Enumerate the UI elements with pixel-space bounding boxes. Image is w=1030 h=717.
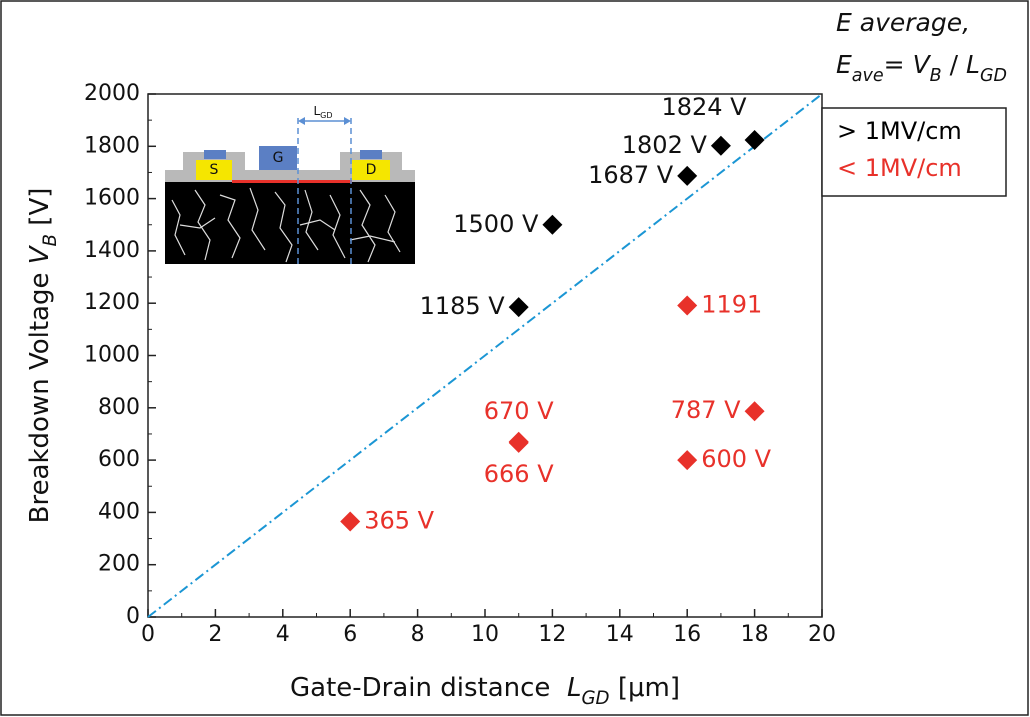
variable: E [836, 50, 852, 79]
point [508, 432, 529, 453]
data-label: 666 V [484, 460, 554, 488]
y-tick-label: 600 [98, 447, 140, 472]
data-label: 1824 V [661, 93, 747, 121]
data-label: 1687 V [588, 161, 674, 189]
reference-line [147, 93, 823, 618]
x-tick-label: 10 [471, 622, 499, 647]
data-label: 365 V [364, 507, 434, 535]
x-tick-label: 18 [741, 622, 769, 647]
data-label: 1802 V [622, 131, 708, 159]
point [710, 135, 731, 156]
data-label: 670 V [484, 397, 554, 425]
inset-label: D [366, 162, 377, 178]
data-label: 1500 V [453, 210, 539, 238]
point [508, 297, 529, 318]
subscript: GD [980, 66, 1007, 86]
inset-dimension: LGD [313, 104, 332, 121]
formula: Eave= VB / LGD [836, 50, 1007, 86]
variable: V [913, 50, 932, 79]
point [677, 295, 698, 316]
data-label: 1191 [701, 291, 762, 319]
y-tick-label: 1200 [84, 290, 140, 315]
point [677, 450, 698, 471]
subscript: GD [581, 688, 609, 709]
x-tick-label: 6 [343, 622, 357, 647]
variable: L [966, 50, 980, 79]
subscript: GD [320, 111, 332, 120]
y-tick-label: 1400 [84, 238, 140, 263]
legend-title: E average, [836, 8, 970, 37]
legend-box [821, 107, 1007, 197]
y-tick-label: 1600 [84, 186, 140, 211]
x-tick-label: 2 [208, 622, 222, 647]
x-tick-label: 0 [141, 622, 155, 647]
point [744, 130, 765, 151]
subscript: ave [852, 66, 884, 86]
inset-label: G [273, 150, 284, 166]
text-part: Breakdown Voltage [25, 264, 55, 523]
y-tick-label: 800 [98, 395, 140, 420]
text-part: Gate-Drain distance [290, 673, 567, 703]
x-tick-label: 14 [606, 622, 634, 647]
data-label: 1185 V [420, 292, 506, 320]
y-tick-label: 0 [126, 604, 140, 629]
variable: L [567, 673, 582, 703]
text-part: = [884, 50, 913, 79]
x-tick-label: 16 [673, 622, 701, 647]
variable: V [25, 244, 55, 264]
y-tick-label: 1800 [84, 133, 140, 158]
y-tick-label: 200 [98, 552, 140, 577]
y-tick-label: 400 [98, 499, 140, 524]
legend-entry: < 1MV/cm [837, 154, 962, 182]
subscript: B [930, 66, 942, 86]
text-part: [V] [25, 188, 55, 234]
text-part: [μm] [610, 673, 680, 703]
legend-entry: > 1MV/cm [837, 117, 962, 145]
subscript: B [40, 234, 61, 246]
variable: L [313, 104, 320, 118]
y-axis-label: Breakdown Voltage VB [V] [25, 188, 61, 524]
y-tick-label: 1000 [84, 343, 140, 368]
x-tick-label: 12 [538, 622, 566, 647]
x-tick-label: 8 [411, 622, 425, 647]
point [744, 401, 765, 422]
inset [165, 117, 415, 266]
text-part: / [942, 50, 966, 79]
data-label: 787 V [671, 396, 741, 424]
point [340, 511, 361, 532]
data-label: 600 V [701, 445, 771, 473]
x-axis-label: Gate-Drain distance LGD [μm] [290, 673, 680, 709]
point [542, 214, 563, 235]
x-tick-label: 4 [276, 622, 290, 647]
point [677, 165, 698, 186]
inset-label: S [210, 162, 219, 178]
y-tick-label: 2000 [84, 81, 140, 106]
x-tick-label: 20 [808, 622, 836, 647]
